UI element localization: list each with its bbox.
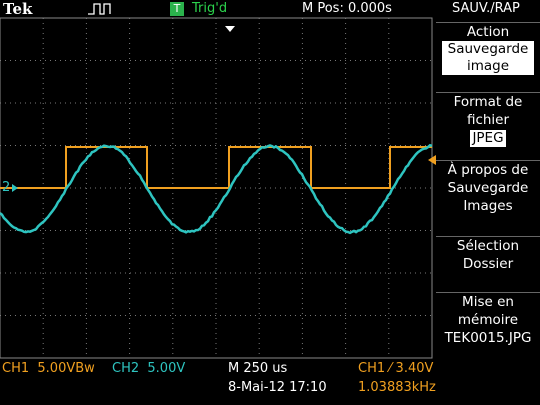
menu-title: SAUV./RAP (452, 1, 520, 17)
menu-label: À propos de Sauvegarde Images (436, 161, 540, 215)
acquire-icon (88, 4, 110, 14)
menu-label: Action (436, 23, 540, 41)
trigger-status: Trig'd (192, 1, 227, 17)
menu-save[interactable]: Mise en mémoire TEK0015.JPG (436, 292, 540, 347)
menu-label: Format de fichier (436, 93, 540, 129)
menu-action[interactable]: Action Sauvegarde image (436, 22, 540, 75)
menu-value: Sauvegarde image (442, 41, 534, 75)
ch1-scale: CH1 5.00VBw (2, 361, 95, 377)
frequency: 1.03883kHz (358, 380, 436, 396)
menu-label: Mise en mémoire (436, 293, 540, 329)
ch2-ground-marker (12, 184, 18, 192)
trigger-badge: T (170, 2, 184, 16)
horizontal-position: M Pos: 0.000s (302, 1, 392, 17)
brand: Tek (3, 1, 32, 17)
menu-about[interactable]: À propos de Sauvegarde Images (436, 160, 540, 215)
menu-value: TEK0015.JPG (436, 329, 540, 347)
trigger-level: CH1 ⁄ 3.40V (358, 361, 433, 377)
ch2-scale: CH2 5.00V (112, 361, 185, 377)
menu-format[interactable]: Format de fichier JPEG (436, 92, 540, 147)
menu-value: JPEG (470, 130, 505, 147)
ch2-marker: 2 (2, 180, 10, 196)
trigger-position-marker (225, 26, 235, 32)
datetime: 8-Mai-12 17:10 (228, 380, 327, 396)
menu-label: Sélection Dossier (436, 237, 540, 273)
timebase: M 250 us (228, 361, 287, 377)
menu-folder[interactable]: Sélection Dossier (436, 236, 540, 273)
